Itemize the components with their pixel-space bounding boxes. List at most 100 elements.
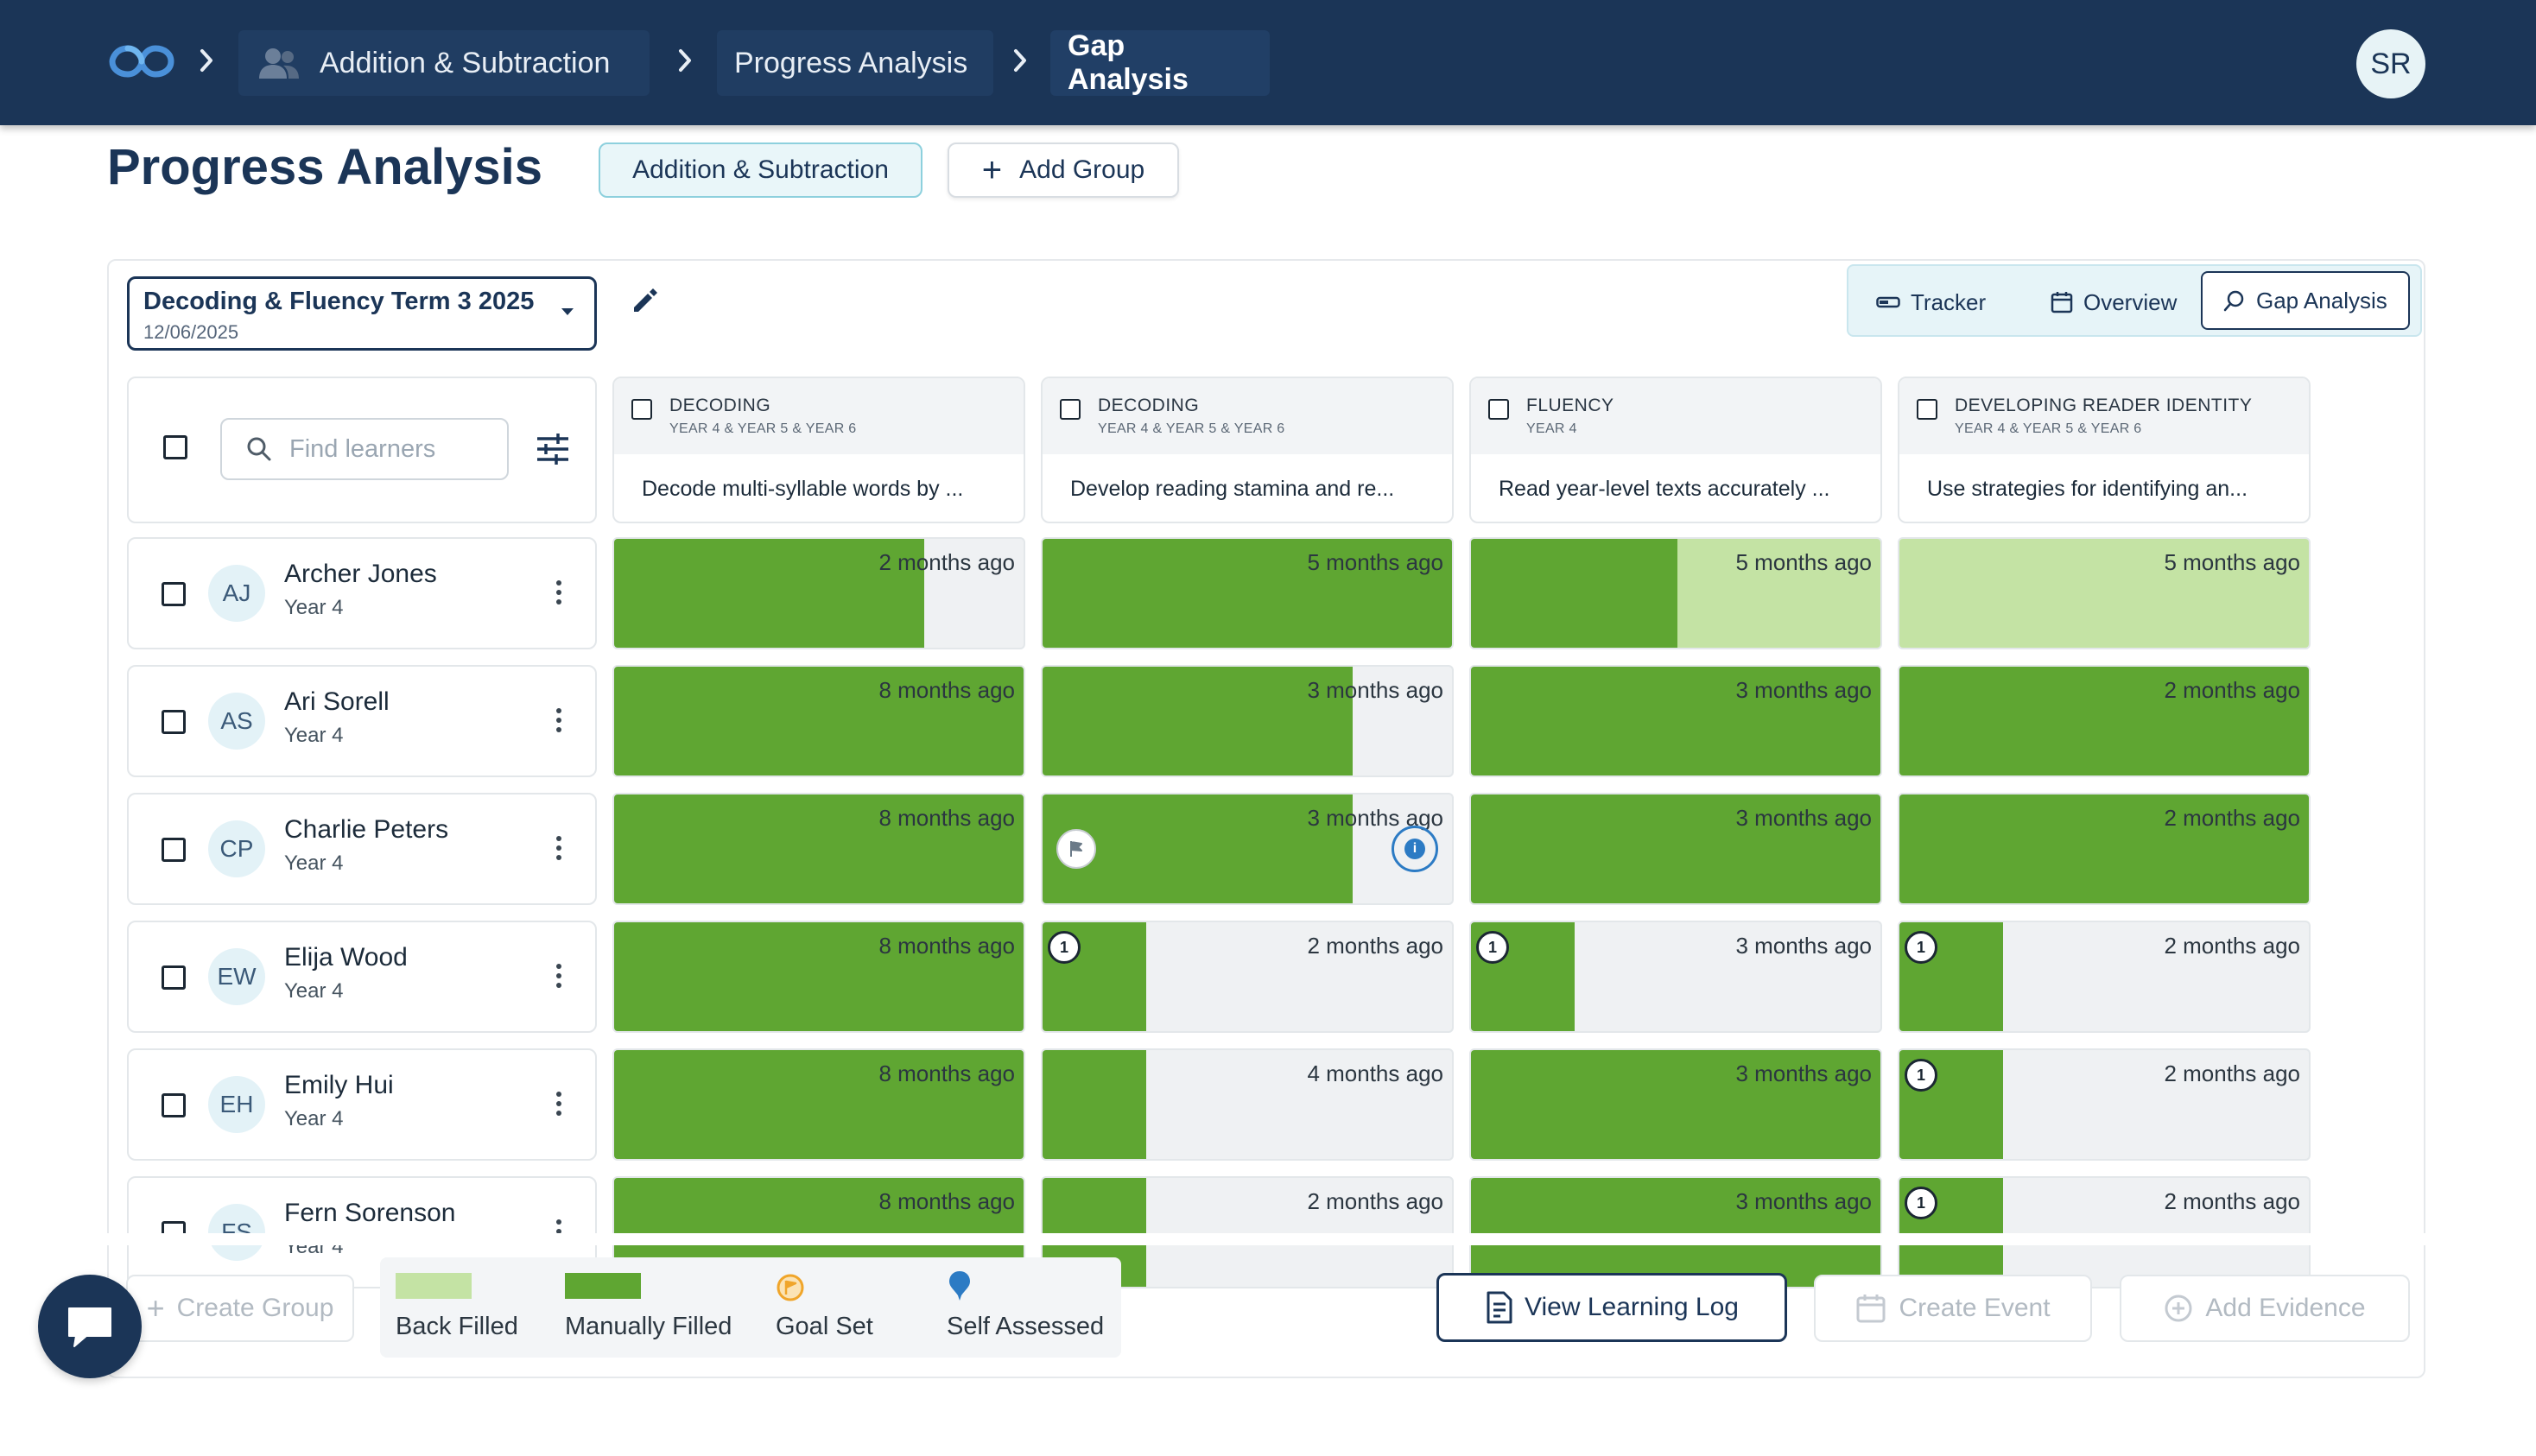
- more-options-icon[interactable]: [555, 836, 562, 865]
- progress-cell[interactable]: 2 months ago: [612, 537, 1025, 649]
- last-assessed-text: 8 months ago: [878, 1188, 1015, 1214]
- search-icon: [2223, 290, 2244, 312]
- last-assessed-text: 2 months ago: [2164, 1188, 2300, 1214]
- learner-checkbox[interactable]: [162, 838, 186, 862]
- learner-year: Year 4: [284, 979, 344, 1003]
- count-badge[interactable]: 1: [1905, 1187, 1937, 1219]
- top-navigation-bar: Addition & Subtraction Progress Analysis…: [0, 0, 2536, 125]
- learner-row[interactable]: AS Ari Sorell Year 4: [127, 665, 597, 777]
- select-all-checkbox[interactable]: [163, 435, 187, 459]
- column-category: FLUENCY: [1526, 396, 1614, 415]
- overview-view-button[interactable]: Overview: [2040, 275, 2187, 330]
- view-learning-log-button[interactable]: View Learning Log: [1436, 1273, 1787, 1342]
- gap-analysis-view-label: Gap Analysis: [2256, 287, 2387, 313]
- tracker-view-button[interactable]: Tracker: [1866, 275, 1996, 330]
- progress-cell[interactable]: 8 months ago: [612, 921, 1025, 1033]
- progress-cell[interactable]: 3 months ago: [1469, 1176, 1882, 1288]
- caret-down-icon: [561, 308, 574, 315]
- progress-cell[interactable]: 4 months ago: [1041, 1048, 1454, 1161]
- goal-icon: [777, 1274, 804, 1301]
- chat-launcher-button[interactable]: [38, 1275, 142, 1378]
- progress-cell[interactable]: 2 months ago 1: [1898, 921, 2311, 1033]
- column-header[interactable]: FLUENCY YEAR 4 Read year-level texts acc…: [1469, 377, 1882, 523]
- create-event-button[interactable]: Create Event: [1814, 1275, 2092, 1342]
- count-badge[interactable]: 1: [1048, 931, 1081, 964]
- learner-row[interactable]: AJ Archer Jones Year 4: [127, 537, 597, 649]
- progress-cell[interactable]: 5 months ago: [1469, 537, 1882, 649]
- breadcrumb-addition-subtraction[interactable]: Addition & Subtraction: [238, 30, 650, 96]
- column-checkbox[interactable]: [631, 399, 652, 420]
- last-assessed-text: 8 months ago: [878, 805, 1015, 831]
- tracker-dropdown[interactable]: Decoding & Fluency Term 3 2025 12/06/202…: [127, 276, 597, 351]
- progress-cell[interactable]: 5 months ago: [1898, 537, 2311, 649]
- app-logo-icon[interactable]: [109, 40, 174, 83]
- progress-cell[interactable]: 3 months ago 1: [1469, 921, 1882, 1033]
- view-learning-log-label: View Learning Log: [1525, 1293, 1739, 1321]
- breadcrumb-label: Addition & Subtraction: [320, 46, 611, 79]
- user-avatar[interactable]: SR: [2356, 29, 2425, 98]
- breadcrumb-label: Gap Analysis: [1068, 29, 1189, 96]
- manually-filled-bar: [1043, 1050, 1146, 1159]
- progress-cell[interactable]: 2 months ago 1: [1041, 921, 1454, 1033]
- add-circle-icon: [2165, 1295, 2192, 1322]
- learner-name: Archer Jones: [284, 560, 437, 588]
- last-assessed-text: 3 months ago: [1307, 677, 1443, 703]
- more-options-icon[interactable]: [555, 580, 562, 610]
- learner-checkbox[interactable]: [162, 710, 186, 734]
- progress-cell[interactable]: 8 months ago: [612, 665, 1025, 777]
- column-checkbox[interactable]: [1488, 399, 1509, 420]
- column-category: DECODING: [1098, 396, 1200, 415]
- last-assessed-text: 8 months ago: [878, 933, 1015, 959]
- add-evidence-button[interactable]: Add Evidence: [2120, 1275, 2410, 1342]
- progress-cell[interactable]: 8 months ago: [612, 1048, 1025, 1161]
- gap-analysis-view-button[interactable]: Gap Analysis: [2201, 271, 2410, 330]
- count-badge[interactable]: 1: [1905, 931, 1937, 964]
- progress-cell[interactable]: 2 months ago: [1898, 793, 2311, 905]
- learner-row[interactable]: CP Charlie Peters Year 4: [127, 793, 597, 905]
- column-checkbox[interactable]: [1060, 399, 1081, 420]
- column-header[interactable]: DEVELOPING READER IDENTITY YEAR 4 & YEAR…: [1898, 377, 2311, 523]
- column-description: Develop reading stamina and re...: [1070, 477, 1395, 501]
- manually-filled-swatch: [565, 1273, 641, 1299]
- progress-cell[interactable]: 3 months ago: [1041, 665, 1454, 777]
- progress-cell[interactable]: 3 months ago i: [1041, 793, 1454, 905]
- progress-cell[interactable]: 2 months ago: [1898, 665, 2311, 777]
- breadcrumb-gap-analysis[interactable]: Gap Analysis: [1050, 29, 1270, 96]
- learner-row[interactable]: EH Emily Hui Year 4: [127, 1048, 597, 1161]
- learner-checkbox[interactable]: [162, 1093, 186, 1117]
- learner-checkbox[interactable]: [162, 965, 186, 990]
- count-badge[interactable]: 1: [1905, 1059, 1937, 1092]
- column-header[interactable]: DECODING YEAR 4 & YEAR 5 & YEAR 6 Develo…: [1041, 377, 1454, 523]
- progress-cell[interactable]: 8 months ago: [612, 793, 1025, 905]
- info-icon[interactable]: i: [1392, 826, 1438, 872]
- add-group-button[interactable]: + Add Group: [948, 142, 1179, 198]
- search-learners-input[interactable]: Find learners: [220, 418, 509, 480]
- pencil-icon[interactable]: [629, 285, 660, 316]
- progress-cell[interactable]: 3 months ago: [1469, 1048, 1882, 1161]
- column-checkbox[interactable]: [1917, 399, 1937, 420]
- breadcrumb-label: Progress Analysis: [734, 46, 968, 79]
- filter-sliders-icon[interactable]: [536, 432, 570, 466]
- manually-filled-bar: [614, 922, 1024, 1031]
- more-options-icon[interactable]: [555, 964, 562, 993]
- breadcrumb-progress-analysis[interactable]: Progress Analysis: [717, 30, 993, 96]
- progress-cell[interactable]: 5 months ago: [1041, 537, 1454, 649]
- learner-checkbox[interactable]: [162, 582, 186, 606]
- progress-cell[interactable]: 3 months ago: [1469, 665, 1882, 777]
- learner-year: Year 4: [284, 724, 344, 747]
- progress-cell[interactable]: 2 months ago 1: [1898, 1048, 2311, 1161]
- count-badge[interactable]: 1: [1476, 931, 1509, 964]
- more-options-icon[interactable]: [555, 708, 562, 737]
- more-options-icon[interactable]: [555, 1092, 562, 1121]
- flag-icon[interactable]: [1056, 829, 1096, 869]
- progress-cell[interactable]: 3 months ago: [1469, 793, 1882, 905]
- create-group-button[interactable]: + Create Group: [126, 1275, 354, 1342]
- manually-filled-bar: [614, 539, 924, 648]
- learner-name: Charlie Peters: [284, 815, 449, 844]
- manually-filled-bar: [614, 1050, 1024, 1159]
- column-header[interactable]: DECODING YEAR 4 & YEAR 5 & YEAR 6 Decode…: [612, 377, 1025, 523]
- learner-row[interactable]: EW Elija Wood Year 4: [127, 921, 597, 1033]
- column-years: YEAR 4 & YEAR 5 & YEAR 6: [669, 421, 857, 436]
- subject-pill[interactable]: Addition & Subtraction: [599, 142, 922, 198]
- progress-cell[interactable]: 2 months ago 1: [1898, 1176, 2311, 1288]
